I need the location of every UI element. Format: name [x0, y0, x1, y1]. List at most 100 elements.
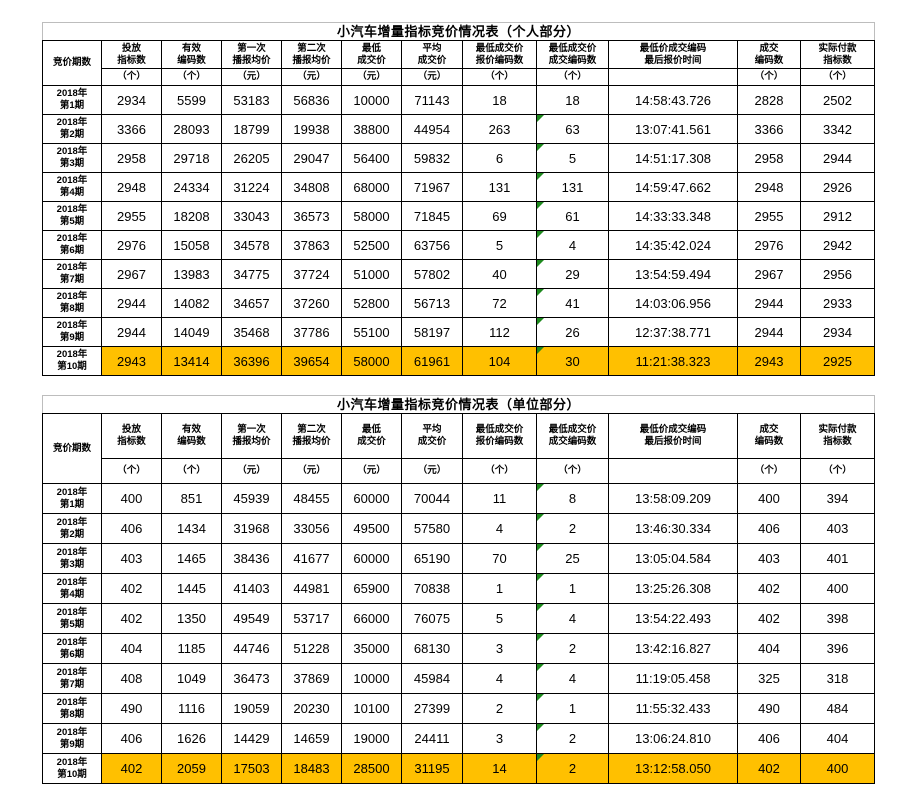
cell: 53717: [281, 603, 342, 634]
cell: 18208: [161, 201, 222, 231]
cell: 318: [800, 663, 875, 694]
cell: 398: [800, 603, 875, 634]
cell: 37863: [281, 230, 342, 260]
cell: 41403: [221, 573, 282, 604]
cell: 13:54:22.493: [608, 603, 738, 634]
cell: 40: [462, 259, 537, 289]
cell: 58197: [401, 317, 463, 347]
cell: 2912: [800, 201, 875, 231]
column-unit: （个）: [536, 458, 609, 484]
column-header: 成交 编码数: [737, 40, 801, 69]
cell: 53183: [221, 85, 282, 115]
header-name-row: 竞价期数 投放 指标数 有效 编码数 第一次 播报均价 第二次 播报均价 最低 成交价 平均…: [42, 40, 875, 86]
column-header: 有效 编码数: [161, 413, 222, 459]
cell: 35000: [341, 633, 402, 664]
cell: 406: [737, 723, 801, 754]
cell: 14:03:06.956: [608, 288, 738, 318]
cell: 2942: [800, 230, 875, 260]
cell: 14:51:17.308: [608, 143, 738, 173]
cell: 2958: [101, 143, 162, 173]
cell: 60000: [341, 543, 402, 574]
cell: 11: [462, 483, 537, 514]
cell: 18: [462, 85, 537, 115]
flag-triangle-icon: [537, 144, 544, 151]
cell: 3366: [737, 114, 801, 144]
cell: 2976: [101, 230, 162, 260]
column-header: 第一次 播报均价: [221, 40, 282, 69]
row-period-label: 2018年 第5期: [42, 603, 102, 634]
flag-triangle-icon: [537, 694, 544, 701]
cell: 2967: [101, 259, 162, 289]
cell: 402: [101, 573, 162, 604]
table-row: 2018年 第10期 2943 13414 36396 39654 58000 61961 1…: [42, 346, 875, 376]
cell: 66000: [341, 603, 402, 634]
header-unit-row: （个） （个） （元） （元） （元） （元） （个） （个） （个） （个）: [43, 68, 875, 86]
cell: 5: [462, 603, 537, 634]
cell: 33043: [221, 201, 282, 231]
cell: 61961: [401, 346, 463, 376]
cell: 406: [737, 513, 801, 544]
cell: 37786: [281, 317, 342, 347]
column-header: 第二次 播报均价: [281, 40, 342, 69]
cell: 44954: [401, 114, 463, 144]
cell: 35468: [221, 317, 282, 347]
cell: 17503: [221, 753, 282, 784]
column-unit: （个）: [101, 68, 162, 86]
column-unit: （元）: [341, 68, 402, 86]
cell: 406: [101, 723, 162, 754]
column-header: 最低价成交编码 最后报价时间: [608, 413, 738, 459]
cell: 401: [800, 543, 875, 574]
cell: 394: [800, 483, 875, 514]
row-period-label: 2018年 第5期: [42, 201, 102, 231]
cell: 72: [462, 288, 537, 318]
cell: 402: [101, 603, 162, 634]
cell: 14:33:33.348: [608, 201, 738, 231]
row-period-label: 2018年 第4期: [42, 573, 102, 604]
bidding-table-organization: 竞价期数 投放 指标数 有效 编码数 第一次 播报均价 第二次 播报均价 最低 成交价 平均…: [42, 413, 875, 784]
cell: 19000: [341, 723, 402, 754]
cell: 490: [101, 693, 162, 724]
cell: 18: [536, 85, 609, 115]
cell: 37260: [281, 288, 342, 318]
cell: 1: [462, 573, 537, 604]
column-header: 投放 指标数: [101, 413, 162, 459]
cell: 3: [462, 633, 537, 664]
flag-triangle-icon: [537, 202, 544, 209]
cell: 408: [101, 663, 162, 694]
table-row: 2018年 第4期 402 1445 41403 44981 65900 70838 1 1 13…: [42, 573, 875, 604]
column-header: 成交 编码数: [737, 413, 801, 459]
cell: 4: [536, 230, 609, 260]
cell: 2944: [101, 317, 162, 347]
column-header: 最低成交价 成交编码数: [536, 40, 609, 69]
cell: 26: [536, 317, 609, 347]
cell: 10000: [341, 663, 402, 694]
cell: 2943: [737, 346, 801, 376]
cell: 4: [536, 603, 609, 634]
cell: 404: [800, 723, 875, 754]
column-unit: （个）: [800, 458, 875, 484]
cell: 396: [800, 633, 875, 664]
cell: 14: [462, 753, 537, 784]
cell: 68000: [341, 172, 402, 202]
column-unit: （元）: [341, 458, 402, 484]
column-header: 实际付款 指标数: [800, 40, 875, 69]
table-row: 2018年 第1期 2934 5599 53183 56836 10000 71143 18 1…: [42, 85, 875, 115]
cell: 402: [737, 573, 801, 604]
cell: 65190: [401, 543, 463, 574]
cell: 2955: [737, 201, 801, 231]
column-unit: （元）: [221, 458, 282, 484]
cell: 14:58:43.726: [608, 85, 738, 115]
cell: 36573: [281, 201, 342, 231]
cell: 25: [536, 543, 609, 574]
cell: 49500: [341, 513, 402, 544]
cell: 38436: [221, 543, 282, 574]
flag-triangle-icon: [537, 289, 544, 296]
cell: 2925: [800, 346, 875, 376]
cell: 403: [101, 543, 162, 574]
cell: 325: [737, 663, 801, 694]
row-period-label: 2018年 第1期: [42, 85, 102, 115]
flag-triangle-icon: [537, 724, 544, 731]
cell: 13:42:16.827: [608, 633, 738, 664]
cell: 20230: [281, 693, 342, 724]
cell: 70044: [401, 483, 463, 514]
